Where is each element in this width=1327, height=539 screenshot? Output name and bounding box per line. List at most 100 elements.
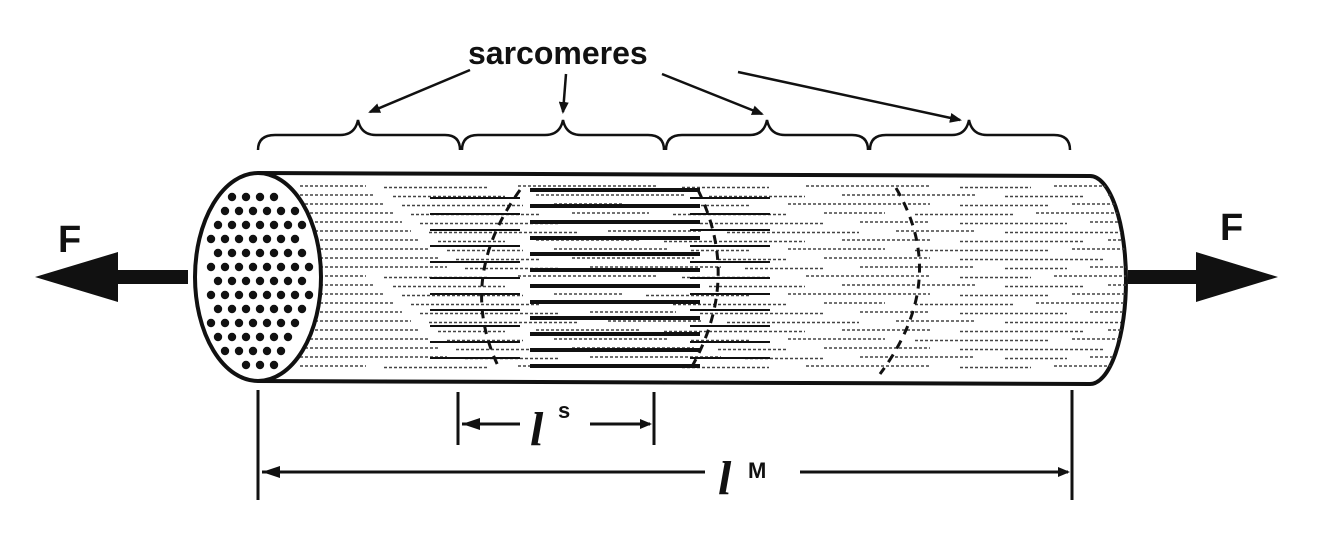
myofibril-dot (206, 262, 216, 272)
force-arrow-right (1128, 252, 1278, 302)
myofibril-dot (241, 360, 251, 370)
myofibril-dot (283, 276, 293, 286)
myofibril-dot (248, 346, 258, 356)
myofibril-dot (234, 234, 244, 244)
myofibril-dot (262, 290, 272, 300)
myofibril-dot (276, 262, 286, 272)
myofibril-dot (227, 276, 237, 286)
myofibril-dot (227, 220, 237, 230)
sarcomere-length-symbol: l (530, 403, 544, 456)
myofibril-dot (255, 360, 265, 370)
myofibril-dot (227, 248, 237, 258)
myofibril-dot (241, 248, 251, 258)
myofibril-dot (283, 304, 293, 314)
myofibril-dot (269, 276, 279, 286)
myofibril-dot (255, 248, 265, 258)
pointer-arrow-3 (661, 72, 764, 116)
brace-3 (664, 119, 870, 151)
myofibril-dot (241, 220, 251, 230)
myofibril-dot (248, 234, 258, 244)
myofibril-dot (213, 220, 223, 230)
myofibril-dot (206, 234, 216, 244)
myofibril-dot (248, 262, 258, 272)
myofibril-dot (262, 234, 272, 244)
myofibril-dot (262, 318, 272, 328)
myofibril-dot (227, 332, 237, 342)
myofibril-dot (234, 318, 244, 328)
sarcomeres-label: sarcomeres (468, 35, 648, 71)
muscle-fiber (193, 171, 1128, 387)
myofibril-dot (269, 248, 279, 258)
myofibril-dot (234, 206, 244, 216)
myofibril-dot (206, 318, 216, 328)
sarcomere-length-superscript: s (558, 398, 570, 423)
brace-4 (868, 119, 1072, 151)
myofibril-dot (276, 206, 286, 216)
myofibril-dot (213, 276, 223, 286)
myofibril-dot (283, 220, 293, 230)
myofibril-dot (241, 276, 251, 286)
sarcomere-braces (256, 119, 1072, 151)
myofibril-dot (269, 360, 279, 370)
myofibril-dot (269, 332, 279, 342)
sarcomere-pointer-arrows (368, 68, 962, 123)
myofibril-dot (297, 220, 307, 230)
myofibril-dot (269, 304, 279, 314)
myofibril-dot (227, 192, 237, 202)
myofilament-lines (300, 185, 1126, 369)
myofibril-dot (220, 262, 230, 272)
myofibril-dot (220, 206, 230, 216)
muscle-length-superscript: M (748, 458, 766, 483)
myofibril-dot (262, 262, 272, 272)
z-line-1 (480, 189, 522, 371)
z-line-3 (878, 187, 921, 375)
myofibril-dot (255, 332, 265, 342)
pointer-arrow-2 (558, 73, 569, 114)
myofibril-dot (290, 290, 300, 300)
muscle-length-symbol: l (718, 452, 732, 505)
myofibril-dot (269, 220, 279, 230)
pointer-arrow-4 (737, 70, 962, 123)
myofibril-dot (262, 206, 272, 216)
brace-2 (460, 119, 666, 151)
pointer-arrow-1 (368, 68, 471, 114)
myofibril-dot (304, 290, 314, 300)
myofibril-dot (297, 304, 307, 314)
force-label-right: F (1220, 207, 1243, 249)
myofibril-dot (220, 234, 230, 244)
myofibril-dot (283, 332, 293, 342)
myofibril-dot (276, 290, 286, 300)
myofibril-dot (206, 290, 216, 300)
myofibril-dot (234, 290, 244, 300)
force-arrow-left (35, 252, 188, 302)
myofibril-dot (304, 262, 314, 272)
myofibril-dot (213, 248, 223, 258)
myofibril-dot (241, 332, 251, 342)
myofibril-dot (220, 346, 230, 356)
myofibril-dot (255, 192, 265, 202)
myofibril-dot (255, 304, 265, 314)
sarcomere-length-dimension (456, 392, 656, 445)
myofibril-dot (241, 192, 251, 202)
myofibril-dot (248, 318, 258, 328)
myofibril-dot (276, 234, 286, 244)
myofibril-dot (290, 206, 300, 216)
myofibril-dot (234, 346, 244, 356)
myofibril-dot (290, 318, 300, 328)
myofibril-dot (234, 262, 244, 272)
myofibril-dot (213, 332, 223, 342)
brace-1 (256, 119, 462, 151)
myofibril-dot (248, 290, 258, 300)
muscle-length-dimension (256, 390, 1074, 500)
myofibril-dot (290, 262, 300, 272)
z-line-2 (688, 189, 720, 371)
myofibril-dot (241, 304, 251, 314)
myofibril-dot (290, 234, 300, 244)
myofibril-dot (227, 304, 237, 314)
myofibril-dot (283, 248, 293, 258)
myofibril-dot (276, 346, 286, 356)
myofibril-dot (220, 318, 230, 328)
myofibril-dot (255, 276, 265, 286)
sarcomere-boundaries (480, 187, 921, 375)
